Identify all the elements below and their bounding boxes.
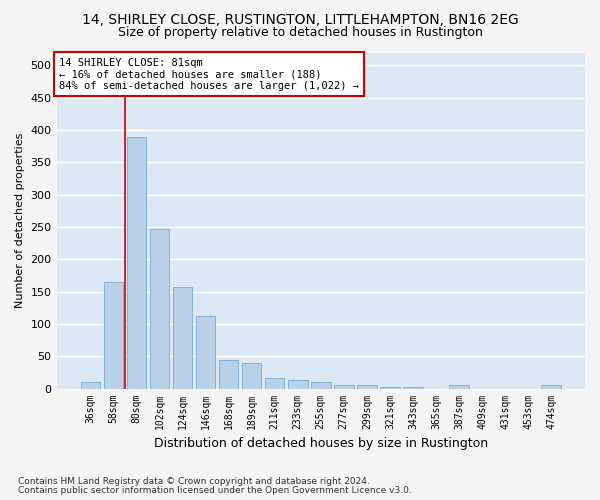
Y-axis label: Number of detached properties: Number of detached properties	[15, 133, 25, 308]
Bar	[104, 282, 123, 389]
Bar	[149, 229, 169, 388]
Bar	[541, 386, 561, 388]
Bar	[196, 316, 215, 388]
Bar	[334, 384, 353, 388]
X-axis label: Distribution of detached houses by size in Rustington: Distribution of detached houses by size …	[154, 437, 488, 450]
Text: Size of property relative to detached houses in Rustington: Size of property relative to detached ho…	[118, 26, 482, 39]
Bar	[242, 362, 262, 388]
Text: 14 SHIRLEY CLOSE: 81sqm
← 16% of detached houses are smaller (188)
84% of semi-d: 14 SHIRLEY CLOSE: 81sqm ← 16% of detache…	[59, 58, 359, 90]
Bar	[288, 380, 308, 388]
Text: 14, SHIRLEY CLOSE, RUSTINGTON, LITTLEHAMPTON, BN16 2EG: 14, SHIRLEY CLOSE, RUSTINGTON, LITTLEHAM…	[82, 12, 518, 26]
Bar	[80, 382, 100, 388]
Bar	[265, 378, 284, 388]
Bar	[449, 386, 469, 388]
Bar	[219, 360, 238, 388]
Text: Contains HM Land Registry data © Crown copyright and database right 2024.: Contains HM Land Registry data © Crown c…	[18, 477, 370, 486]
Bar	[380, 386, 400, 388]
Bar	[311, 382, 331, 388]
Bar	[357, 386, 377, 388]
Bar	[173, 287, 193, 388]
Text: Contains public sector information licensed under the Open Government Licence v3: Contains public sector information licen…	[18, 486, 412, 495]
Bar	[127, 136, 146, 388]
